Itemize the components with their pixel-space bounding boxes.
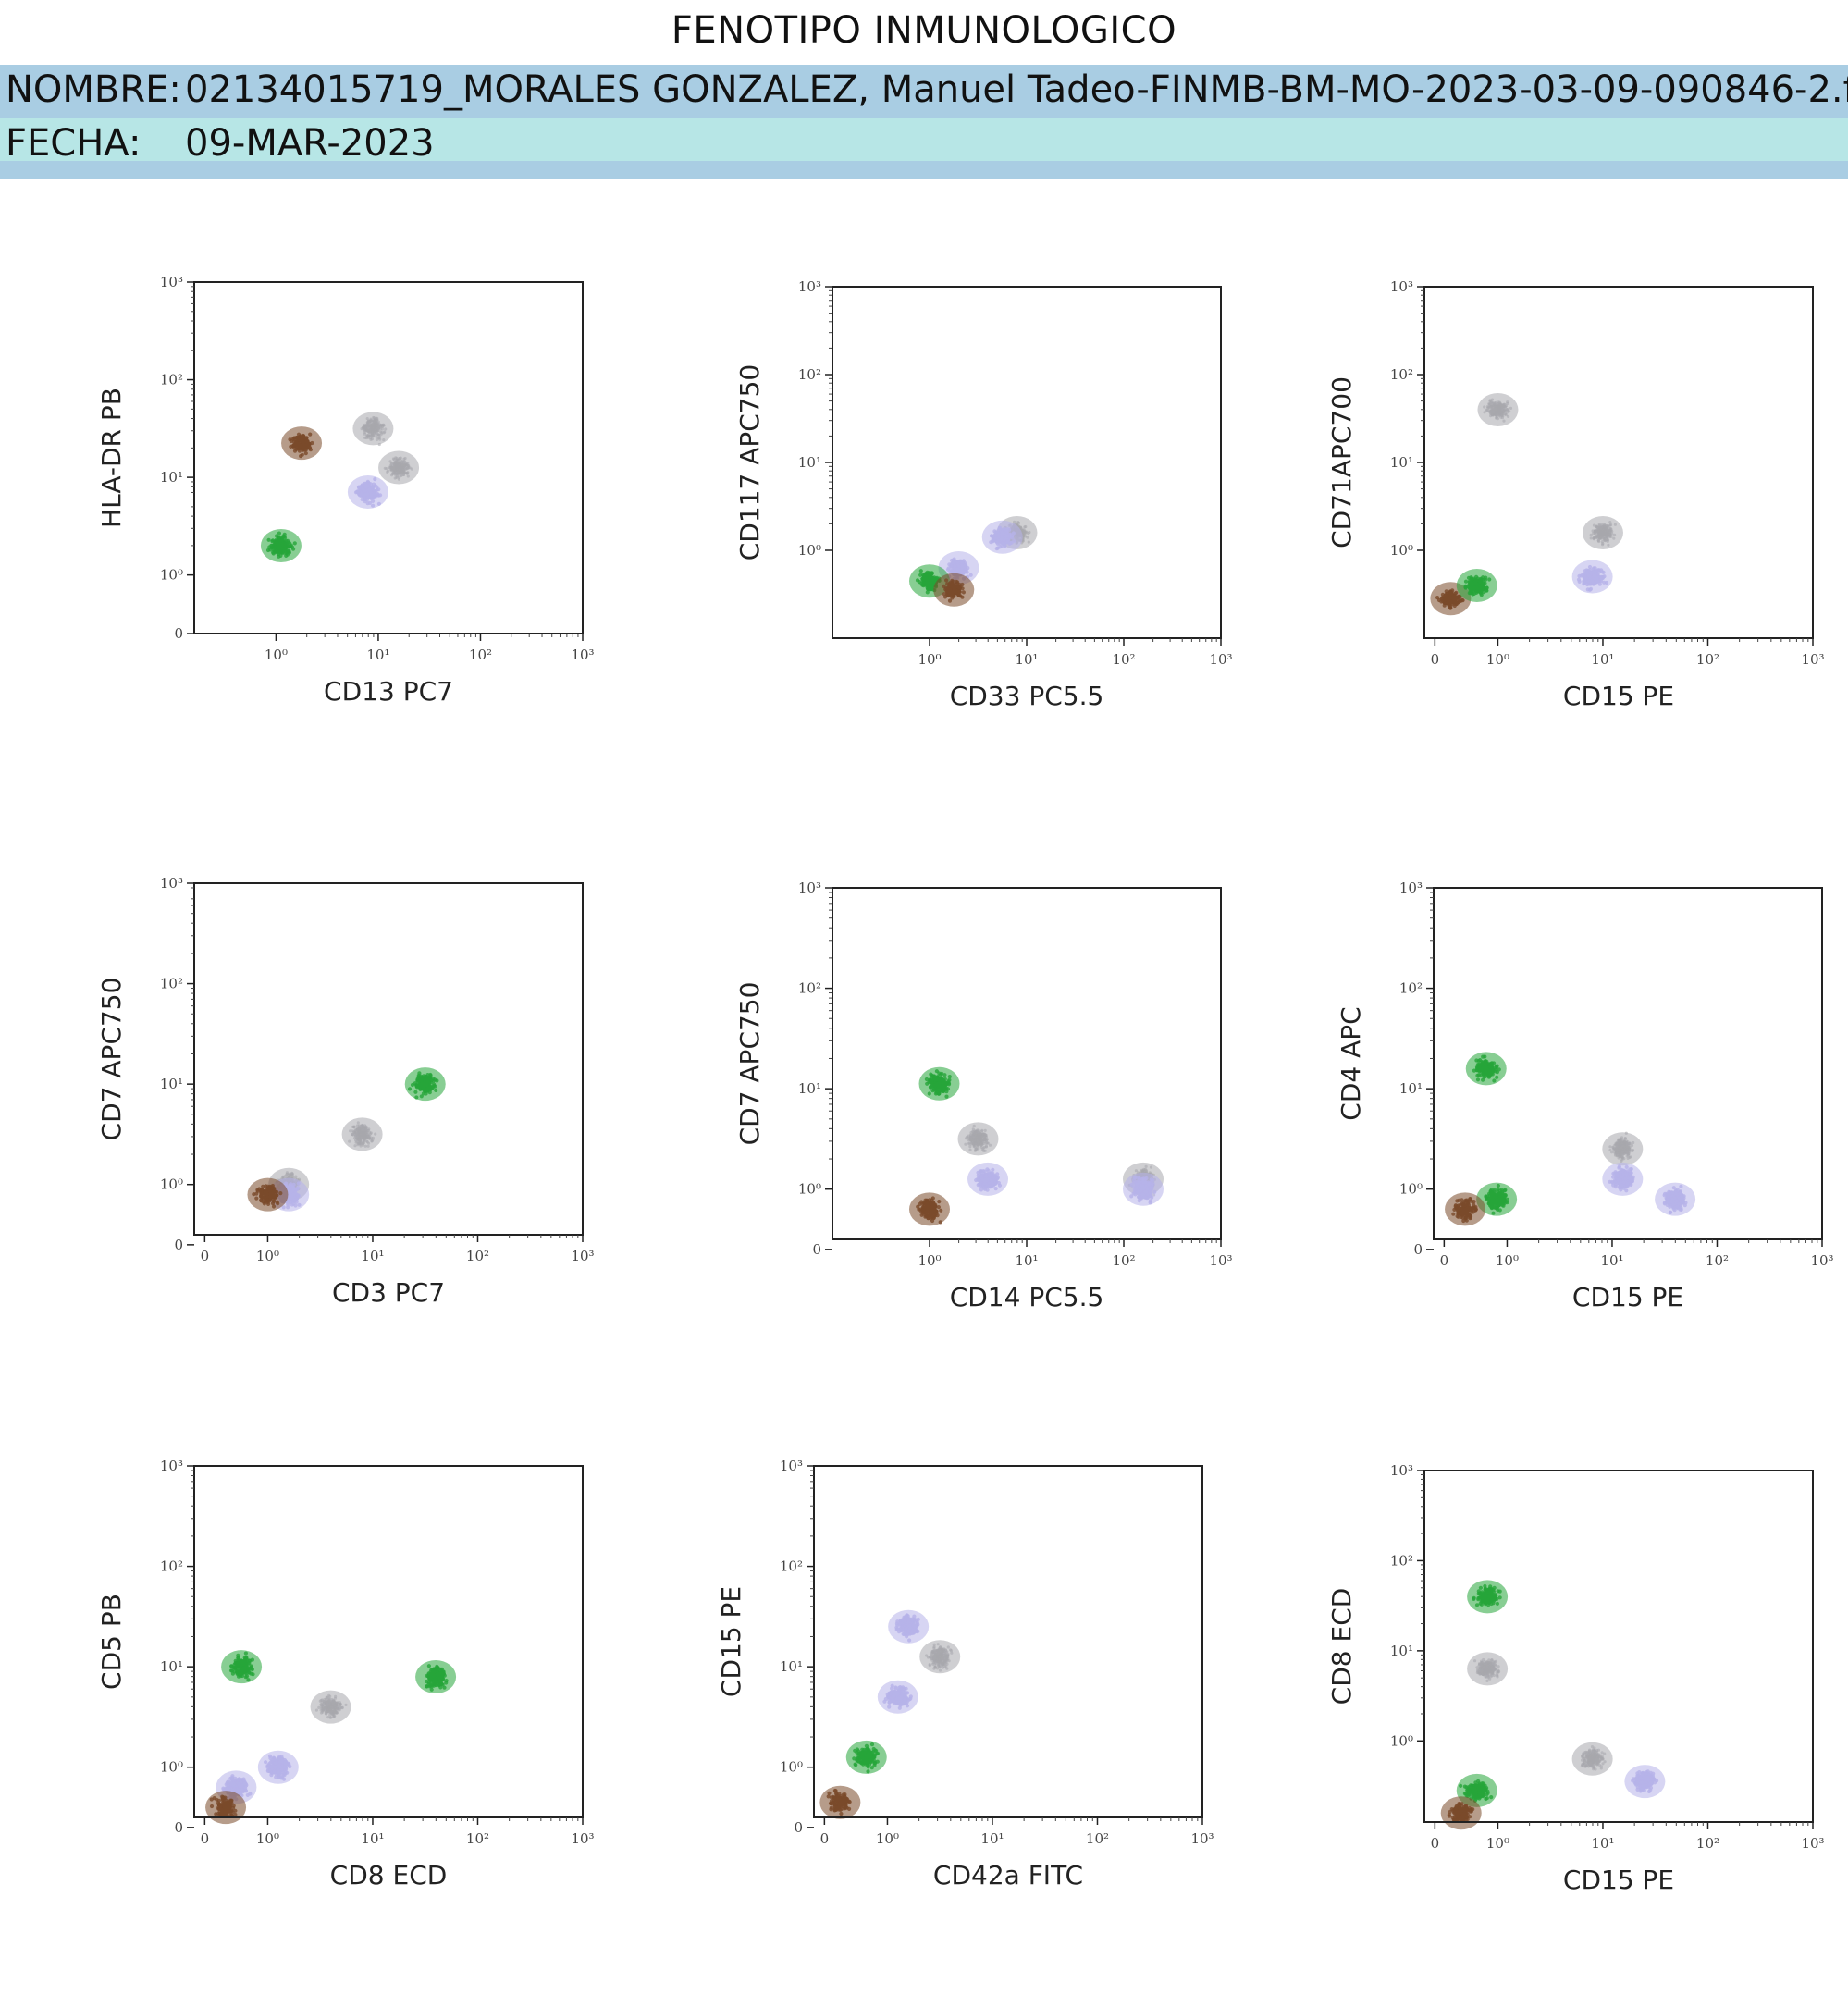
x-tick-label: 10³ [571, 1248, 594, 1264]
name-band: NOMBRE: 02134015719_MORALES GONZALEZ, Ma… [0, 65, 1848, 118]
y-tick-label: 10² [160, 976, 183, 992]
y-tick-label: 10¹ [160, 1076, 183, 1092]
plot-2: 10⁰ 10¹ 10² 10³ 10⁰ 10¹ 10² 10³ CD33 PC5.5 CD117 … [703, 268, 1313, 823]
cluster-core [281, 426, 322, 460]
cluster-core [958, 1122, 999, 1155]
x-tick-label: 10⁰ [265, 646, 288, 663]
cluster-green [261, 529, 302, 562]
plot-2-points [909, 516, 1038, 607]
y-tick-label: 0 [174, 1237, 183, 1253]
y-tick-label: 10⁰ [160, 1176, 183, 1193]
page-title: FENOTIPO INMUNOLOGICO [0, 9, 1848, 52]
cluster-gray [958, 1122, 999, 1155]
cluster-core [378, 451, 419, 485]
cluster-brown [933, 573, 974, 607]
cluster-brown [247, 1178, 288, 1212]
y-tick-label: 10² [160, 372, 183, 388]
plot-4-svg: 0 10⁰ 10¹ 10² 10³ 0 10⁰ 10¹ 10² 10³ CD3 PC7 CD7 APC… [65, 865, 675, 1420]
cluster-brown [281, 426, 322, 460]
cluster-core [405, 1067, 446, 1101]
x-axis-label: CD13 PC7 [324, 676, 453, 707]
y-tick-label: 10¹ [160, 469, 183, 486]
x-tick-label: 0 [201, 1248, 210, 1264]
y-tick-label: 10³ [160, 274, 183, 290]
cluster-gray [1583, 516, 1623, 549]
name-label: NOMBRE: [6, 68, 181, 111]
y-tick-label: 10⁰ [160, 567, 183, 584]
y-tick-label: 10³ [160, 875, 183, 892]
name-value: 02134015719_MORALES GONZALEZ, Manuel Tad… [185, 68, 1848, 111]
cluster-gray [342, 1117, 383, 1151]
x-tick-label: 10¹ [361, 1248, 384, 1264]
x-axis-label: CD3 PC7 [332, 1277, 445, 1308]
x-tick-label: 10² [1696, 651, 1719, 668]
cluster-core [352, 412, 393, 445]
plot-4-points [247, 1067, 445, 1211]
cluster-gray [352, 412, 393, 446]
cluster-core [348, 475, 388, 509]
plot-frame [194, 883, 583, 1235]
x-tick-label: 10² [466, 1248, 489, 1264]
cluster-core [1477, 393, 1518, 426]
y-tick-label: 10² [1390, 366, 1413, 383]
y-tick-label: 10³ [1390, 278, 1413, 295]
y-tick-label: 10¹ [798, 454, 821, 471]
date-band: FECHA: 09-MAR-2023 [0, 118, 1848, 161]
x-tick-label: 0 [1431, 651, 1440, 668]
y-tick-label: 10³ [798, 278, 821, 295]
cluster-core [1457, 569, 1497, 602]
plot-3-points [1430, 393, 1623, 615]
x-tick-label: 10¹ [366, 646, 389, 663]
x-tick-label: 10³ [1209, 651, 1232, 668]
y-tick-label: 0 [174, 625, 183, 642]
y-axis-label: HLA-DR PB [96, 388, 127, 528]
cluster-lavender [982, 521, 1023, 554]
plot-2-svg: 10⁰ 10¹ 10² 10³ 10⁰ 10¹ 10² 10³ CD33 PC5.5 CD117 … [703, 268, 1313, 823]
header-bottom-band [0, 161, 1848, 179]
y-tick-label: 10² [798, 366, 821, 383]
y-axis-label: CD7 APC750 [96, 978, 127, 1141]
x-tick-label: 10⁰ [256, 1248, 279, 1264]
cluster-green [1457, 569, 1497, 602]
cluster-core [1572, 560, 1613, 594]
plot-1-svg: 10⁰ 10¹ 10² 10³ 0 10⁰ 10¹ 10² 10³ CD13 PC7 HLA-DR … [65, 264, 675, 819]
cluster-core [1583, 516, 1623, 549]
x-axis-label: CD15 PE [1563, 681, 1674, 711]
cluster-lavender [1572, 560, 1613, 594]
x-tick-label: 10² [469, 646, 492, 663]
date-label: FECHA: [6, 122, 141, 165]
cluster-gray [378, 451, 419, 485]
cluster-core [342, 1117, 383, 1151]
plot-1: 10⁰ 10¹ 10² 10³ 0 10⁰ 10¹ 10² 10³ CD13 PC7 HLA-DR … [65, 264, 675, 819]
x-tick-label: 10³ [571, 646, 594, 663]
x-tick-label: 10¹ [1591, 651, 1614, 668]
x-tick-label: 10² [1112, 651, 1135, 668]
cluster-core [247, 1178, 288, 1212]
cluster-core [261, 529, 302, 562]
cluster-green [405, 1067, 446, 1101]
cluster-core [933, 573, 974, 607]
y-axis-label: CD71APC700 [1326, 376, 1357, 548]
cluster-gray [1477, 393, 1518, 426]
plot-5-points [909, 1067, 1164, 1226]
y-axis-label: CD117 APC750 [734, 364, 765, 561]
x-tick-label: 10⁰ [918, 651, 941, 668]
x-axis-label: CD33 PC5.5 [950, 681, 1104, 711]
cluster-core [982, 521, 1023, 554]
cluster-lavender [348, 475, 388, 509]
date-value: 09-MAR-2023 [185, 122, 435, 165]
y-tick-label: 10⁰ [798, 542, 821, 559]
plot-3: 0 10⁰ 10¹ 10² 10³ 10⁰ 10¹ 10² 10³ CD15 PE CD71APC7… [1295, 268, 1848, 823]
x-tick-label: 10⁰ [1486, 651, 1509, 668]
plot-4: 0 10⁰ 10¹ 10² 10³ 0 10⁰ 10¹ 10² 10³ CD3 PC7 CD7 APC… [65, 865, 675, 1420]
plot-frame [832, 287, 1221, 638]
y-tick-label: 10⁰ [1390, 542, 1413, 559]
y-tick-label: 10¹ [1390, 454, 1413, 471]
x-tick-label: 10³ [1801, 651, 1824, 668]
plot-1-points [261, 412, 419, 562]
plot-3-svg: 0 10⁰ 10¹ 10² 10³ 10⁰ 10¹ 10² 10³ CD15 PE CD71APC7… [1295, 268, 1848, 823]
x-tick-label: 10¹ [1015, 651, 1038, 668]
